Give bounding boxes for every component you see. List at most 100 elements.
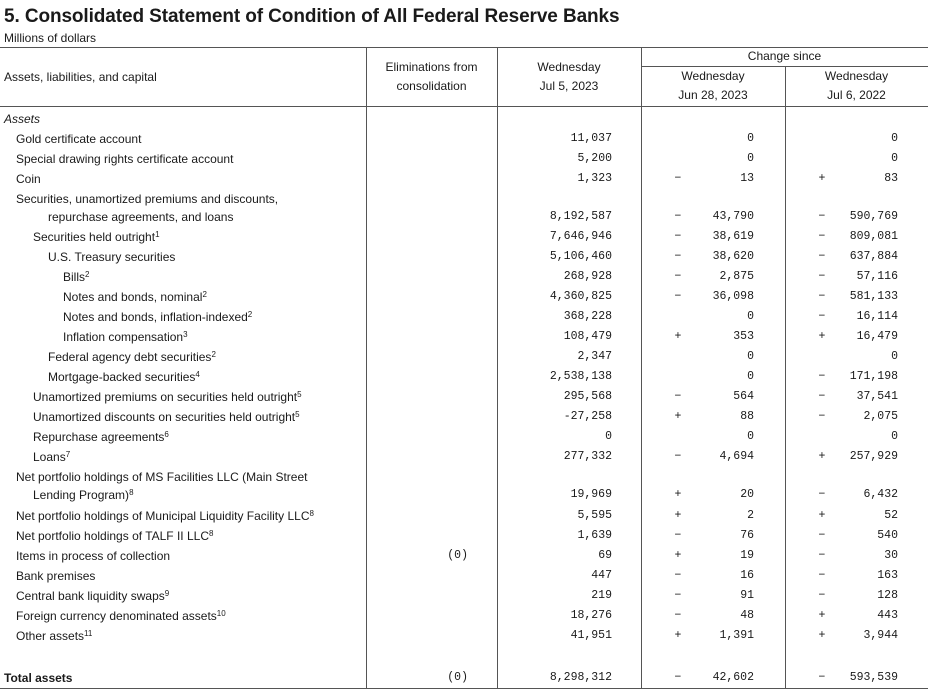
table-row: Net portfolio holdings of TALF II LLC8 1,…	[0, 526, 928, 546]
report-title: 5. Consolidated Statement of Condition o…	[4, 6, 620, 27]
change-2-cell: 171,198	[849, 370, 898, 383]
header-elim-line2: consolidation	[396, 79, 467, 93]
row-label-text: Federal agency debt securities	[48, 350, 212, 364]
row-label-text: Securities, unamortized premiums and dis…	[16, 192, 279, 206]
row-label: Inflation compensation3	[63, 327, 188, 347]
value-cell: 8,192,587	[549, 210, 612, 223]
row-label-text: Bills	[63, 270, 86, 284]
change-2-sign: +	[818, 509, 826, 522]
change-2-sign: −	[818, 210, 826, 223]
change-2-cell: 16,479	[856, 330, 898, 343]
row-label: Repurchase agreements6	[33, 427, 169, 447]
total-value: 8,298,312	[549, 671, 612, 684]
row-label: Net portfolio holdings of TALF II LLC8	[16, 526, 213, 546]
footnote-marker: 9	[164, 589, 170, 598]
value-cell: 1,323	[577, 172, 612, 185]
change-2-cell: 163	[877, 569, 898, 582]
table-row: Unamortized discounts on securities held…	[0, 407, 928, 427]
total-sign-2: −	[818, 671, 826, 684]
change-2-sign: −	[818, 290, 826, 303]
total-sign-1: −	[674, 671, 682, 684]
change-2-cell: 0	[891, 430, 898, 443]
change-2-sign: −	[818, 529, 826, 542]
footnote-marker: 2	[211, 350, 216, 359]
change-1-cell: 91	[740, 589, 754, 602]
row-label-text: Special drawing rights certificate accou…	[16, 152, 234, 166]
table-row: Notes and bonds, inflation-indexed2 368,2…	[0, 307, 928, 327]
row-label-text: Repurchase agreements	[33, 430, 165, 444]
table-row: Assets	[0, 109, 928, 129]
total-change-1: 42,602	[712, 671, 754, 684]
header-change2-line2: Jul 6, 2022	[827, 88, 886, 102]
change-1-cell: 48	[740, 609, 754, 622]
change-1-sign: +	[674, 549, 682, 562]
value-cell: 4,360,825	[549, 290, 612, 303]
table-row: Central bank liquidity swaps9 219 − 91 − 128	[0, 586, 928, 606]
change-2-cell: 809,081	[849, 230, 898, 243]
row-label: Bank premises	[16, 566, 95, 586]
table-row: Coin 1,323 − 13 +83	[0, 169, 928, 189]
table-row: Foreign currency denominated assets10 18,…	[0, 606, 928, 626]
footnote-marker: 1	[155, 230, 160, 239]
row-label: Notes and bonds, nominal2	[63, 287, 207, 307]
change-1-sign: −	[674, 609, 682, 622]
change-2-sign: +	[818, 450, 826, 463]
footnote-marker: 7	[65, 450, 71, 459]
table-row: U.S. Treasury securities 5,106,460 − 38,620…	[0, 247, 928, 267]
change-1-cell: 353	[733, 330, 754, 343]
table-bottom-rule	[0, 688, 928, 689]
change-1-sign: +	[674, 488, 682, 501]
header-change2-line1: Wednesday	[824, 69, 889, 83]
col-divider-1	[366, 47, 367, 688]
table-row: Securities, unamortized premiums and dis…	[0, 189, 928, 209]
change-2-sign: +	[818, 609, 826, 622]
change-2-sign: +	[818, 629, 826, 642]
row-label: Loans7	[33, 447, 70, 467]
table-row: Net portfolio holdings of Municipal Liqu…	[0, 506, 928, 526]
change-1-cell: 564	[733, 390, 754, 403]
table-row: Federal agency debt securities2 2,347 0 0	[0, 347, 928, 367]
row-label-text: Notes and bonds, nominal	[63, 290, 203, 304]
change-1-cell: 0	[747, 310, 754, 323]
row-label-text: Coin	[16, 172, 41, 186]
change-2-cell: 6,432	[863, 488, 898, 501]
change-2-cell: 0	[891, 350, 898, 363]
row-label-text: Net portfolio holdings of Municipal Liqu…	[16, 509, 310, 523]
header-change-since: Change since	[747, 49, 822, 63]
header-current-line1: Wednesday	[537, 60, 601, 74]
change-2-cell: 0	[891, 152, 898, 165]
total-row: Total assets (0) 8,298,312 − 42,602 − 59…	[0, 668, 928, 688]
change-2-cell: 637,884	[849, 250, 898, 263]
change-1-cell: 0	[747, 430, 754, 443]
footnote-marker: 3	[183, 330, 188, 339]
change-2-cell: 257,929	[849, 450, 898, 463]
footnote-marker: 2	[247, 310, 253, 319]
table-row: Other assets11 41,951 +1,391 +3,944	[0, 626, 928, 646]
change-2-cell: 590,769	[849, 210, 898, 223]
change-2-sign: −	[818, 230, 826, 243]
change-1-cell: 4,694	[719, 450, 754, 463]
footnote-marker: 10	[216, 609, 226, 618]
row-label: Gold certificate account	[16, 129, 141, 149]
table-row: Net portfolio holdings of MS Facilities …	[0, 467, 928, 487]
footnote-marker: 6	[164, 430, 169, 439]
change-2-sign: +	[818, 172, 826, 185]
col-divider-2	[497, 47, 498, 688]
change-1-cell: 13	[740, 172, 754, 185]
row-label: Coin	[16, 169, 41, 189]
table-row: Bills2 268,928 − 2,875 − 57,116	[0, 267, 928, 287]
change-2-cell: 57,116	[856, 270, 898, 283]
footnote-marker: 2	[202, 290, 207, 299]
footnote-marker: 2	[85, 270, 90, 279]
row-label-text: Notes and bonds, inflation-indexed	[63, 310, 248, 324]
change-2-cell: 443	[877, 609, 898, 622]
row-label: U.S. Treasury securities	[48, 247, 175, 267]
change-2-cell: 37,541	[856, 390, 898, 403]
table-row: Items in process of collection (0) 69 +19 − 3…	[0, 546, 928, 566]
table-row: Loans7 277,332 − 4,694 +257,929	[0, 447, 928, 467]
change-1-sign: −	[674, 210, 682, 223]
change-2-sign: −	[818, 250, 826, 263]
row-label: Foreign currency denominated assets10	[16, 606, 226, 626]
footnote-marker: 8	[129, 488, 134, 497]
row-label: Net portfolio holdings of Municipal Liqu…	[16, 506, 314, 526]
